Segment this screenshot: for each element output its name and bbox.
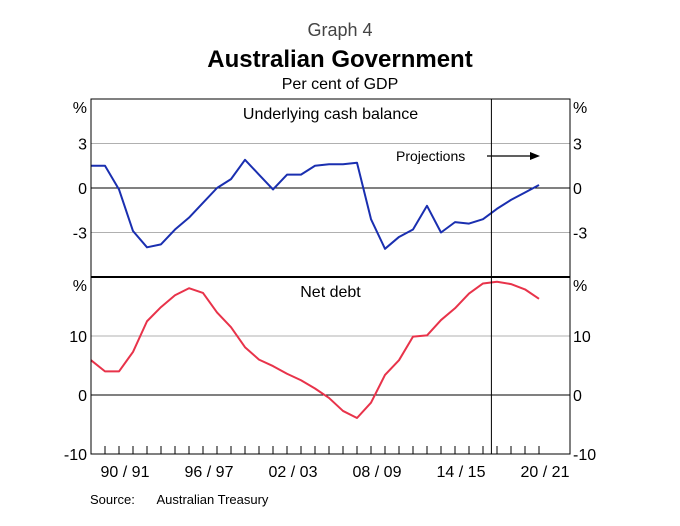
source-label: Source: (90, 492, 135, 507)
y-unit-right: % (573, 278, 587, 295)
y-unit-left: % (73, 100, 87, 117)
series-line-underlying-cash-balance (91, 158, 540, 250)
chart-title: Australian Government (207, 46, 473, 73)
y-tick-label-left: -3 (73, 226, 87, 243)
x-tick-label: 20 / 21 (521, 464, 570, 481)
x-tick-label: 02 / 03 (269, 464, 318, 481)
y-tick-label-right: 0 (573, 181, 582, 198)
x-tick-label: 08 / 09 (353, 464, 402, 481)
projections-annotation: Projections (396, 148, 465, 164)
y-tick-label-left: 0 (78, 181, 87, 198)
y-tick-label-right: -3 (573, 226, 587, 243)
y-tick-label-right: -10 (573, 447, 596, 464)
y-tick-label-left: 0 (78, 388, 87, 405)
x-tick-label: 14 / 15 (437, 464, 486, 481)
source-text: Australian Treasury (156, 492, 269, 507)
series-line-net-debt (90, 280, 540, 420)
panel-title: Net debt (300, 284, 361, 301)
graph-number: Graph 4 (307, 20, 373, 40)
y-unit-left: % (73, 278, 87, 295)
y-tick-label-right: 3 (573, 137, 582, 154)
y-unit-right: % (573, 100, 587, 117)
source-note: Source: Australian Treasury (90, 492, 268, 507)
y-tick-label-right: 0 (573, 388, 582, 405)
y-tick-label-right: 10 (573, 329, 591, 346)
y-tick-label-left: 3 (78, 137, 87, 154)
chart-subtitle: Per cent of GDP (281, 76, 399, 93)
y-tick-label-left: 10 (69, 329, 87, 346)
y-tick-label-left: -10 (64, 447, 87, 464)
panel-title: Underlying cash balance (243, 106, 418, 123)
projection-arrow-head (530, 152, 540, 160)
x-tick-label: 96 / 97 (185, 464, 234, 481)
x-tick-label: 90 / 91 (101, 464, 150, 481)
